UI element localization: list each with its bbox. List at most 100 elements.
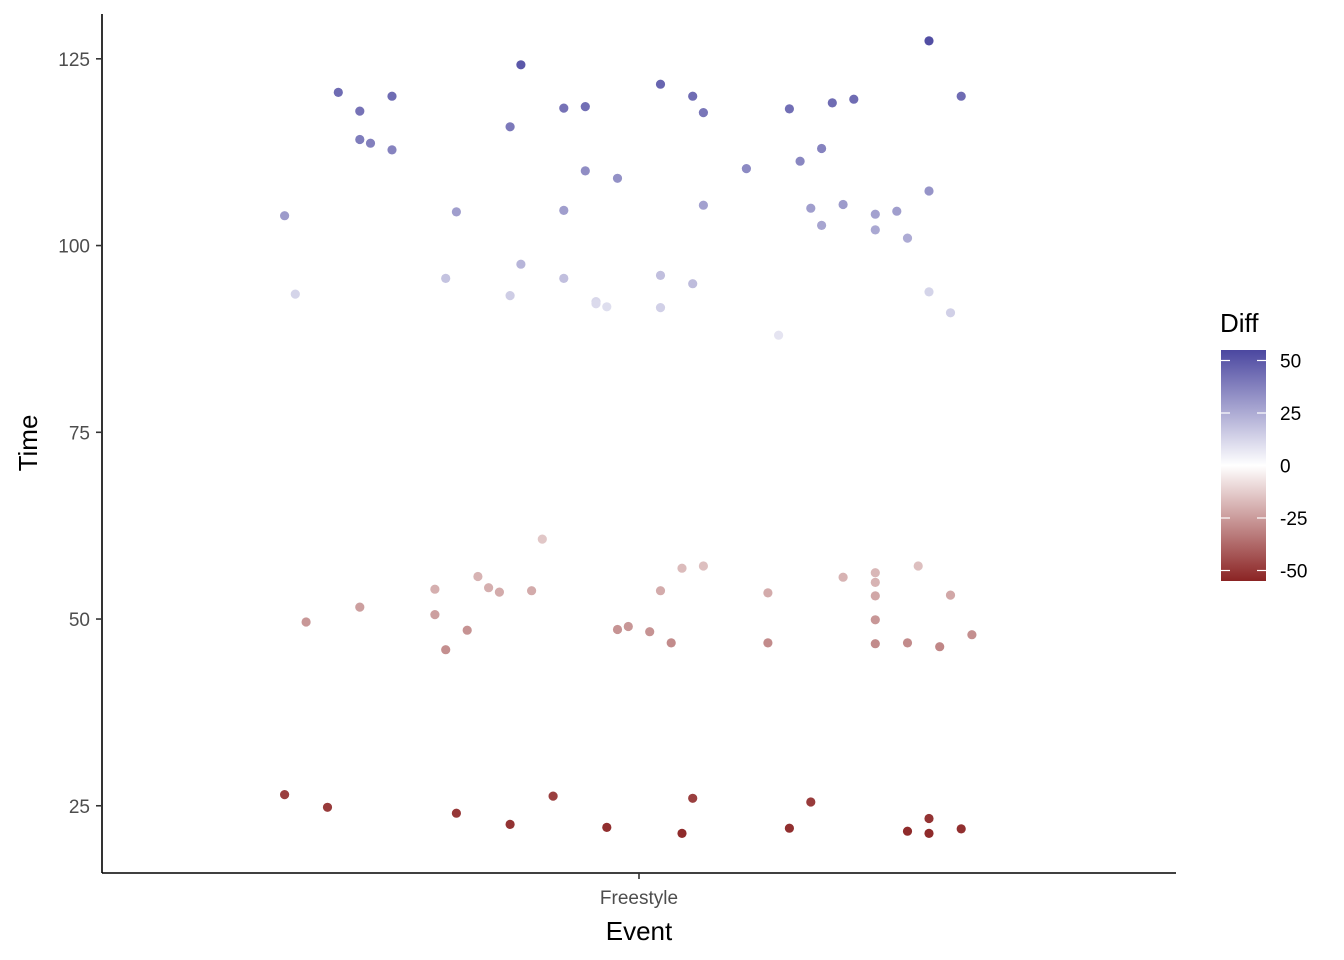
data-point [516,60,526,70]
data-point [505,819,515,830]
data-point [763,588,773,598]
data-point [355,602,365,612]
data-point [870,615,880,625]
data-point [838,572,848,582]
data-point [494,587,504,597]
data-point [774,330,784,340]
data-point [849,94,859,104]
x-axis: Freestyle [102,872,1176,909]
data-point [870,639,880,649]
data-point [559,273,569,283]
data-point [924,813,934,824]
legend-tick-label: -50 [1280,562,1307,583]
data-point [902,638,913,648]
data-point [741,164,752,174]
legend-tick-label: 25 [1280,404,1301,425]
data-point [666,638,676,648]
data-point [870,568,880,578]
data-point [870,225,880,235]
data-point [945,590,956,600]
data-point [527,586,537,596]
data-point [355,134,365,145]
data-point [870,577,880,588]
points-layer [280,36,977,839]
data-point [365,138,376,148]
legend-tick-label: 50 [1280,352,1301,373]
data-point [430,584,440,594]
y-axis-title: Time [13,415,43,472]
data-point [602,822,612,833]
y-tick-label: 50 [69,610,90,631]
data-point [870,209,880,219]
data-point [870,591,880,601]
data-point [537,534,547,544]
legend-tick-label: 0 [1280,457,1291,478]
data-point [924,186,934,196]
data-point [451,207,461,217]
data-point [924,828,934,839]
data-point [817,220,827,230]
data-point [806,203,816,213]
data-point [892,206,902,216]
data-point [956,91,966,101]
data-point [473,571,483,582]
data-point [763,638,773,648]
data-point [559,205,569,215]
data-point [902,826,913,836]
data-point [505,122,515,132]
x-axis-title: Event [606,916,673,946]
data-point [484,583,494,593]
data-point [688,793,698,803]
data-point [548,791,558,801]
data-point [924,36,934,46]
data-point [322,802,333,812]
y-tick-label: 75 [69,423,90,444]
data-point [387,91,397,101]
data-point [451,808,461,818]
data-point [677,563,687,573]
data-point [827,98,837,108]
data-point [333,87,343,97]
legend-ticks: 50 25 0 -25 -50 [1221,352,1307,583]
data-point [290,289,300,299]
data-point [655,270,666,280]
y-tick-label: 125 [58,50,90,71]
data-point [817,143,827,154]
x-tick-label: Freestyle [600,888,678,909]
data-point [956,824,966,834]
data-point [677,828,687,839]
y-tick-label: 25 [69,797,90,818]
y-ticks: 25 50 75 100 125 [58,50,102,818]
y-tick-label: 100 [58,237,90,258]
data-point [580,166,590,176]
data-point [645,627,655,637]
legend-title: Diff [1220,308,1259,338]
data-point [516,259,526,269]
data-point [623,621,633,632]
data-point [655,303,666,313]
data-point [935,642,945,652]
data-point [430,610,440,620]
data-point [784,104,795,114]
data-point [838,199,848,210]
data-point [967,630,977,640]
data-point [902,233,913,243]
data-point [612,173,623,183]
data-point [591,299,601,309]
data-point [655,586,666,596]
data-point [655,79,666,89]
data-point [913,561,923,571]
data-point [387,145,397,155]
data-point [784,823,795,833]
data-point [280,211,290,221]
y-axis: 25 50 75 100 125 [58,14,103,873]
data-point [580,102,590,112]
data-point [602,302,612,312]
data-point [462,625,472,635]
data-point [688,91,698,101]
data-point [301,617,311,627]
data-point [945,308,956,318]
data-point [698,108,709,118]
data-point [806,797,816,807]
